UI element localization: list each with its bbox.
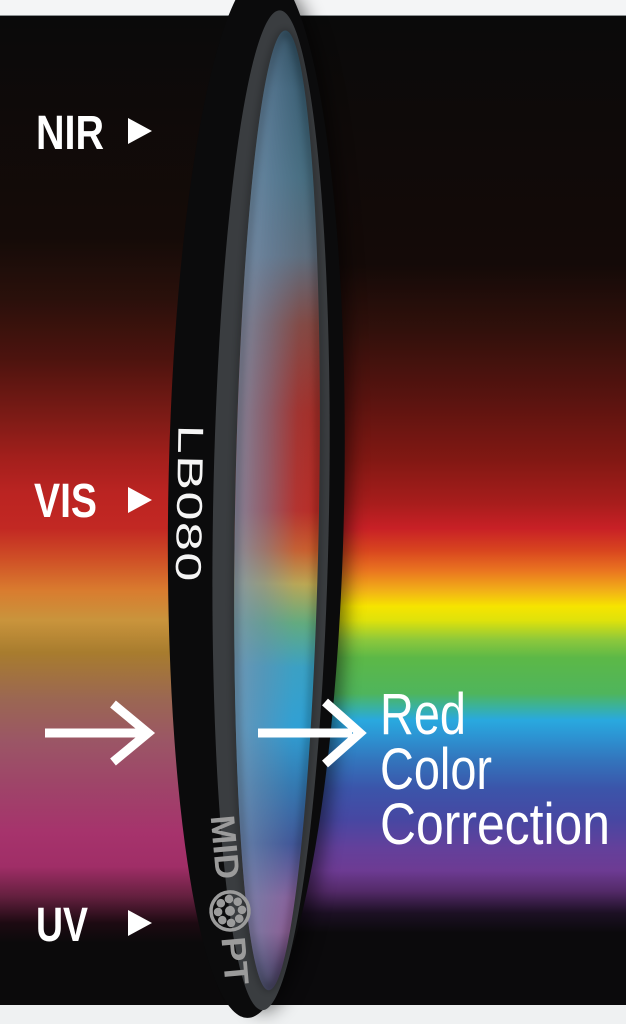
glass-flow-arrow-icon bbox=[258, 698, 367, 768]
ring-model-text: LB080 bbox=[168, 424, 212, 583]
top-strip bbox=[0, 0, 626, 16]
uv-label: UV bbox=[36, 899, 88, 952]
caption-line-2: Color bbox=[380, 737, 492, 802]
caption-line-1: Red bbox=[380, 682, 466, 747]
aperture-icon bbox=[209, 890, 251, 932]
filter-glass-reflection bbox=[234, 30, 320, 991]
nir-label: NIR bbox=[36, 107, 104, 160]
left-flow-arrow-icon bbox=[45, 700, 156, 766]
caption-line-3: Correction bbox=[380, 792, 610, 857]
caption: Red Color Correction bbox=[380, 682, 610, 857]
vis-label: VIS bbox=[34, 475, 97, 528]
brand-suffix: PT bbox=[213, 935, 255, 986]
brand-prefix: MID bbox=[203, 814, 246, 881]
vis-pointer-icon bbox=[128, 487, 152, 513]
nir-pointer-icon bbox=[128, 118, 152, 144]
bottom-strip bbox=[0, 1005, 626, 1024]
filter-glass-edge bbox=[232, 29, 322, 991]
uv-pointer-icon bbox=[128, 910, 152, 936]
filter-ring: LB080 MID PT bbox=[168, 0, 351, 1018]
brand-logo: MID PT bbox=[203, 814, 256, 987]
